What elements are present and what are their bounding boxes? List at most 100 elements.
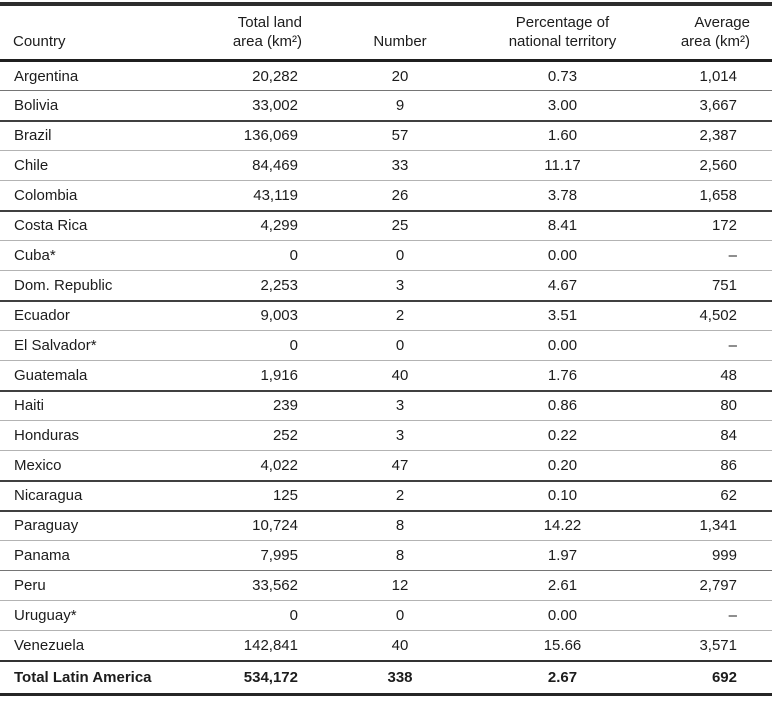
- cell-average-area: 86: [720, 456, 737, 474]
- cell-total-land-area: 9,003: [260, 307, 298, 325]
- table-row: Costa Rica 4,299 25 8.41 172: [0, 211, 772, 241]
- table-row: Ecuador 9,003 2 3.51 4,502: [0, 301, 772, 331]
- table-row: Cuba* 0 0 0.00 –: [0, 241, 772, 271]
- cell-number: 0: [395, 247, 405, 264]
- cell-number: 2: [395, 487, 405, 504]
- cell-average-area: 1,014: [699, 67, 737, 85]
- column-header-label: Total land area (km²): [232, 14, 302, 50]
- column-header-label: Average area (km²): [680, 14, 750, 50]
- cell-total-land-area: 1,916: [260, 366, 298, 384]
- cell-country: Dom. Republic: [14, 276, 113, 294]
- cell-number: 40: [391, 636, 409, 654]
- cell-percentage: 0.73: [547, 67, 578, 85]
- cell-number: 0: [395, 337, 405, 354]
- cell-total-land-area: 239: [272, 397, 298, 415]
- cell-total-land-area: 136,069: [243, 127, 298, 145]
- cell-average-area: 751: [711, 276, 737, 294]
- cell-country: Costa Rica: [14, 217, 88, 235]
- cell-percentage: 0.00: [547, 337, 578, 354]
- table-row: Honduras 252 3 0.22 84: [0, 421, 772, 451]
- table-row: Colombia 43,119 26 3.78 1,658: [0, 181, 772, 211]
- total-row: Total Latin America 534,172 338 2.67 692: [0, 661, 772, 695]
- cell-percentage: 0.20: [547, 456, 578, 474]
- cell-country: El Salvador*: [14, 337, 97, 354]
- cell-average-area: 62: [720, 487, 737, 504]
- column-header-label: Number: [373, 33, 427, 50]
- cell-percentage: 0.00: [547, 607, 578, 624]
- cell-country: Brazil: [14, 127, 52, 145]
- cell-number: 47: [391, 456, 409, 474]
- cell-number: 338: [387, 668, 413, 686]
- cell-country: Mexico: [14, 456, 62, 474]
- cell-average-area: 172: [711, 217, 737, 235]
- cell-number: 2: [395, 307, 405, 325]
- cell-country: Panama: [14, 547, 70, 564]
- cell-average-area: –: [728, 607, 737, 624]
- table-row: Peru 33,562 12 2.61 2,797: [0, 571, 772, 601]
- cell-number: 25: [391, 217, 409, 235]
- cell-average-area: 84: [720, 427, 737, 444]
- cell-number: 3: [395, 427, 405, 444]
- cell-percentage: 1.76: [547, 366, 578, 384]
- cell-percentage: 0.10: [547, 487, 578, 504]
- cell-percentage: 11.17: [544, 157, 581, 174]
- cell-average-area: 2,797: [699, 577, 737, 594]
- cell-total-land-area: 252: [272, 427, 298, 444]
- cell-percentage: 8.41: [547, 217, 578, 235]
- column-header-percentage: Percentage of national territory: [490, 4, 635, 62]
- cell-country: Peru: [14, 577, 46, 594]
- cell-average-area: 1,658: [699, 186, 737, 204]
- cell-total-land-area: 0: [289, 247, 298, 264]
- cell-percentage: 0.86: [547, 397, 578, 415]
- cell-average-area: 1,341: [699, 517, 737, 535]
- cell-number: 57: [391, 127, 409, 145]
- table-row: Haiti 239 3 0.86 80: [0, 391, 772, 421]
- cell-average-area: –: [728, 337, 737, 354]
- cell-average-area: 3,571: [699, 636, 737, 654]
- protected-areas-table: Country Total land area (km²) Number Per…: [0, 2, 772, 696]
- cell-number: 33: [391, 157, 409, 174]
- cell-total-land-area: 43,119: [253, 186, 298, 204]
- cell-percentage: 3.00: [547, 96, 578, 114]
- table-row: Guatemala 1,916 40 1.76 48: [0, 361, 772, 391]
- cell-percentage: 2.61: [547, 577, 578, 594]
- column-header-country: Country: [0, 4, 170, 62]
- cell-percentage: 4.67: [547, 276, 578, 294]
- cell-percentage: 3.78: [547, 186, 578, 204]
- cell-percentage: 3.51: [547, 307, 578, 325]
- cell-country: Colombia: [14, 186, 78, 204]
- table-row: Panama 7,995 8 1.97 999: [0, 541, 772, 571]
- cell-percentage: 0.22: [547, 427, 578, 444]
- cell-average-area: –: [728, 247, 737, 264]
- cell-country: Nicaragua: [14, 487, 83, 504]
- table-row: Chile 84,469 33 11.17 2,560: [0, 151, 772, 181]
- cell-percentage: 1.97: [547, 547, 578, 564]
- cell-country: Uruguay*: [14, 607, 77, 624]
- cell-percentage: 15.66: [543, 636, 582, 654]
- cell-number: 0: [395, 607, 405, 624]
- cell-total-land-area: 7,995: [260, 547, 298, 564]
- table-row: Nicaragua 125 2 0.10 62: [0, 481, 772, 511]
- column-header-label: Percentage of national territory: [508, 14, 617, 50]
- cell-total-land-area: 4,022: [260, 456, 298, 474]
- table-body: Argentina 20,282 20 0.73 1,014 Bolivia 3…: [0, 61, 772, 695]
- cell-total-land-area: 0: [289, 607, 298, 624]
- cell-total-land-area: 142,841: [243, 636, 298, 654]
- cell-country: Ecuador: [14, 307, 70, 325]
- cell-country: Argentina: [14, 67, 79, 85]
- cell-total-land-area: 10,724: [252, 517, 298, 535]
- table-row: Bolivia 33,002 9 3.00 3,667: [0, 91, 772, 121]
- cell-country: Paraguay: [14, 517, 79, 535]
- cell-number: 20: [391, 67, 409, 85]
- column-header-number: Number: [310, 4, 490, 62]
- table-header: Country Total land area (km²) Number Per…: [0, 4, 772, 62]
- cell-average-area: 3,667: [699, 96, 737, 114]
- cell-country: Bolivia: [14, 96, 59, 114]
- cell-total-land-area: 2,253: [260, 276, 298, 294]
- table-row: Brazil 136,069 57 1.60 2,387: [0, 121, 772, 151]
- table-row: Paraguay 10,724 8 14.22 1,341: [0, 511, 772, 541]
- cell-total-land-area: 4,299: [260, 217, 298, 235]
- cell-country: Chile: [14, 157, 49, 174]
- table-row: Venezuela 142,841 40 15.66 3,571: [0, 631, 772, 661]
- cell-total-land-area: 20,282: [252, 67, 298, 85]
